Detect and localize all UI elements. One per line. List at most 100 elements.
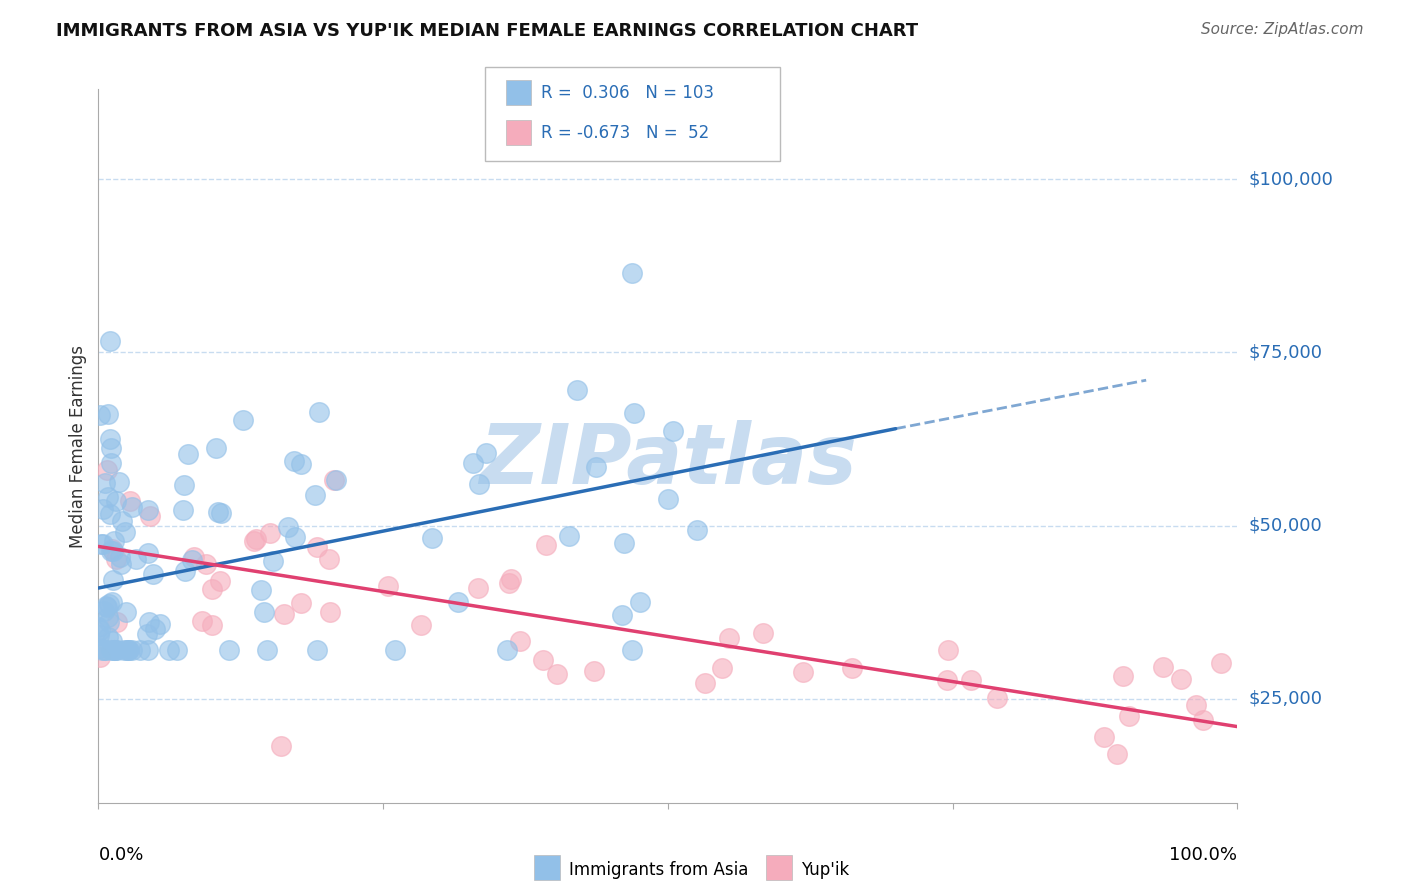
Point <box>463 456 485 470</box>
Point <box>98 334 121 349</box>
Point <box>205 442 228 456</box>
Point <box>105 551 128 566</box>
Point <box>710 661 733 675</box>
Point <box>1192 713 1215 727</box>
Point <box>284 530 307 544</box>
Point <box>531 652 554 666</box>
Point <box>752 625 775 640</box>
Point <box>717 632 740 646</box>
Point <box>114 524 136 539</box>
Point <box>180 553 202 567</box>
Point <box>183 549 205 564</box>
Point <box>1152 660 1174 674</box>
Point <box>841 661 863 675</box>
Point <box>104 494 127 508</box>
Point <box>97 610 120 624</box>
Point <box>565 383 588 397</box>
Point <box>114 643 136 657</box>
Point <box>177 447 200 461</box>
Point <box>447 594 470 608</box>
Point <box>1107 747 1129 761</box>
Point <box>986 690 1008 705</box>
Text: Immigrants from Asia: Immigrants from Asia <box>569 861 749 879</box>
Point <box>409 617 432 632</box>
Point <box>110 557 132 571</box>
Point <box>94 643 117 657</box>
Point <box>498 575 520 590</box>
Point <box>1170 672 1192 686</box>
Text: ZIPatlas: ZIPatlas <box>479 420 856 500</box>
Point <box>89 649 111 664</box>
Point <box>101 573 124 587</box>
Point <box>94 475 117 490</box>
Point <box>467 581 489 595</box>
Text: R =  0.306   N = 103: R = 0.306 N = 103 <box>541 84 714 102</box>
Text: 100.0%: 100.0% <box>1170 846 1237 863</box>
Point <box>105 615 128 629</box>
Point <box>318 552 340 566</box>
Point <box>104 643 127 657</box>
Text: IMMIGRANTS FROM ASIA VS YUP'IK MEDIAN FEMALE EARNINGS CORRELATION CHART: IMMIGRANTS FROM ASIA VS YUP'IK MEDIAN FE… <box>56 22 918 40</box>
Point <box>582 664 605 678</box>
Point <box>173 478 195 492</box>
Point <box>97 630 120 644</box>
Point <box>322 473 344 487</box>
Point <box>195 557 218 571</box>
Point <box>136 546 159 560</box>
Y-axis label: Median Female Earnings: Median Female Earnings <box>69 344 87 548</box>
Point <box>613 536 636 550</box>
Point <box>959 673 981 688</box>
Point <box>201 582 224 596</box>
Point <box>139 508 162 523</box>
Point <box>628 595 651 609</box>
Point <box>89 641 111 656</box>
Point <box>100 441 122 455</box>
Point <box>277 520 299 534</box>
Point <box>91 643 114 657</box>
Point <box>100 594 122 608</box>
Point <box>384 643 406 657</box>
Point <box>115 643 138 657</box>
Point <box>307 643 329 657</box>
Point <box>166 643 188 657</box>
Point <box>259 526 281 541</box>
Point <box>936 643 959 657</box>
Point <box>509 634 531 648</box>
Point <box>110 549 132 564</box>
Point <box>686 523 709 537</box>
Point <box>87 620 110 634</box>
Point <box>98 615 121 629</box>
Point <box>173 564 195 578</box>
Point <box>308 404 330 418</box>
Point <box>420 531 443 545</box>
Point <box>208 574 231 588</box>
Point <box>325 473 347 487</box>
Text: $25,000: $25,000 <box>1249 690 1323 708</box>
Point <box>662 424 685 438</box>
Point <box>232 413 254 427</box>
Text: $100,000: $100,000 <box>1249 170 1333 188</box>
Point <box>101 542 124 557</box>
Point <box>120 493 142 508</box>
Point <box>118 643 141 657</box>
Point <box>207 505 229 519</box>
Point <box>290 596 312 610</box>
Point <box>142 566 165 581</box>
Point <box>536 538 558 552</box>
Point <box>475 446 498 460</box>
Text: Yup'ik: Yup'ik <box>801 861 849 879</box>
Point <box>273 607 295 621</box>
Point <box>304 487 326 501</box>
Point <box>621 643 644 657</box>
Point <box>546 667 568 681</box>
Point <box>93 604 115 618</box>
Point <box>558 529 581 543</box>
Point <box>108 475 131 489</box>
Point <box>89 408 111 422</box>
Point <box>305 540 328 554</box>
Point <box>103 643 125 657</box>
Point <box>290 457 312 471</box>
Point <box>243 534 266 549</box>
Point <box>157 643 180 657</box>
Point <box>262 554 284 568</box>
